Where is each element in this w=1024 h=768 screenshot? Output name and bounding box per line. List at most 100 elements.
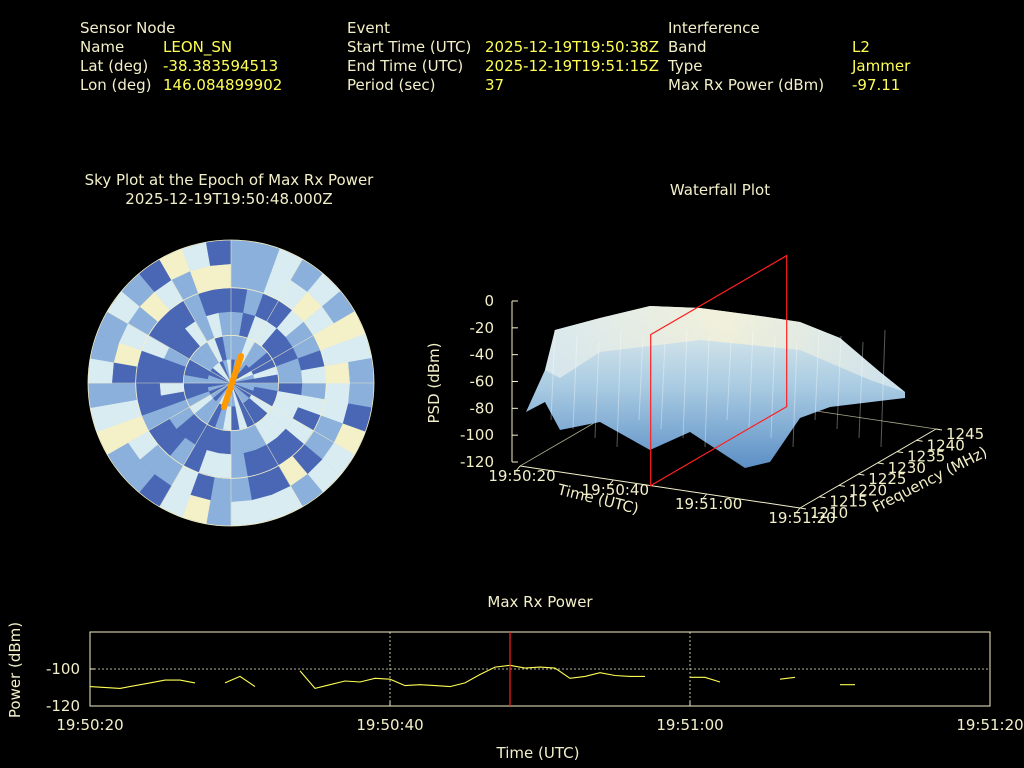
waterfall-title: Waterfall Plot [669, 181, 771, 199]
waterfall-y-tick [799, 507, 807, 510]
interference-heading: Interference [668, 19, 760, 37]
waterfall-x-tick [515, 465, 521, 472]
skyplot-track-line [221, 353, 244, 410]
waterfall-x-tick [795, 507, 801, 514]
interference-band-value: L2 [852, 38, 870, 56]
waterfall-surface-top [545, 306, 905, 392]
waterfall-z-tick-label: -40 [470, 346, 495, 364]
power-series-segment [89, 679, 196, 689]
power-series-segment [690, 676, 721, 683]
skyplot-azimuth-line [230, 311, 355, 384]
power-series-segment [224, 675, 256, 688]
event-start-value: 2025-12-19T19:50:38Z [485, 38, 659, 56]
waterfall-z-tick-label: -120 [460, 453, 494, 471]
skyplot-cell [230, 240, 257, 266]
skyplot-cell [348, 382, 374, 409]
waterfall-surface-ridge [858, 341, 864, 439]
waterfall-y-tick [858, 473, 865, 476]
waterfall-y-tick [819, 496, 826, 499]
power-series-segment [299, 664, 645, 690]
event-start-label: Start Time (UTC) [347, 38, 472, 56]
skyplot-grid [87, 239, 375, 527]
waterfall-y-tick [935, 428, 943, 431]
interference-maxpower-value: -97.11 [852, 76, 901, 94]
power-title: Max Rx Power [487, 593, 593, 611]
waterfall-y-tick-label: 1240 [927, 436, 965, 454]
waterfall-x-tick-label: 19:50:20 [488, 467, 555, 485]
waterfall-x-tick [608, 479, 614, 486]
skyplot-azimuth-line [107, 311, 232, 384]
power-x-tick-label: 19:51:00 [656, 716, 723, 734]
skyplot-cell [230, 500, 257, 526]
power-grid [90, 632, 990, 706]
waterfall-y-tick-label: 1235 [907, 448, 945, 466]
waterfall-surface-ridge [682, 329, 688, 439]
power-chart: 19:50:20 19:50:40 19:51:00 19:51:20 -100 -120… [6, 622, 1024, 762]
skyplot-azimuth-line [230, 382, 303, 507]
power-series-segment [779, 676, 796, 680]
waterfall-surface-ridge [550, 329, 556, 421]
waterfall-surface-ridge [572, 335, 578, 430]
waterfall-surface-ridge [792, 341, 798, 448]
interference-type-value: Jammer [852, 57, 911, 75]
power-y-tick-label: -100 [46, 660, 80, 678]
waterfall-y-tick-label: 1230 [888, 459, 926, 477]
event-heading: Event [347, 19, 390, 37]
waterfall-y-tick [916, 439, 923, 442]
sensor-lat-label: Lat (deg) [80, 57, 149, 75]
waterfall-surface-ridge [616, 329, 622, 448]
power-x-tick-label: 19:50:20 [56, 716, 123, 734]
waterfall-z-tick-label: 0 [484, 292, 494, 310]
waterfall-x-tick-label: 19:50:40 [582, 481, 649, 499]
waterfall-epoch-plane [650, 254, 788, 487]
waterfall-surface-ridge [814, 329, 820, 421]
skyplot-azimuth-line [159, 382, 232, 507]
waterfall-surface-ridge [638, 335, 644, 421]
waterfall-z-tick-label: -80 [470, 399, 495, 417]
waterfall-z-tick-label: -20 [470, 319, 495, 337]
waterfall-surface-ridge [880, 329, 886, 448]
skyplot-jammer-track [221, 353, 244, 410]
waterfall-z-tick-label: -100 [460, 426, 494, 444]
waterfall-x-tick-label: 19:51:20 [768, 509, 835, 527]
sensor-lon-value: 146.084899902 [163, 76, 283, 94]
event-end-label: End Time (UTC) [347, 57, 464, 75]
skyplot-azimuth-line [230, 259, 303, 384]
waterfall-y-tick [838, 484, 845, 487]
skyplot-azimuth-line [107, 382, 232, 455]
waterfall-surface-ridge [726, 341, 732, 421]
power-xlabel: Time (UTC) [496, 744, 580, 762]
power-x-tick-label: 19:50:40 [356, 716, 423, 734]
sensor-heading: Sensor Node [80, 19, 176, 37]
interference-band-label: Band [668, 38, 707, 56]
waterfall-x-tick-label: 19:51:00 [675, 495, 742, 513]
event-period-label: Period (sec) [347, 76, 436, 94]
waterfall-z-tick-label: -60 [470, 373, 495, 391]
waterfall-surface-ridge [660, 341, 666, 430]
sensor-lat-value: -38.383594513 [163, 57, 279, 75]
waterfall-zlabel: PSD (dBm) [425, 342, 443, 423]
skyplot-subtitle: 2025-12-19T19:50:48.000Z [125, 190, 333, 208]
waterfall-y-tick-label: 1220 [849, 481, 887, 499]
event-period-value: 37 [485, 76, 505, 94]
waterfall-time-axis [519, 465, 801, 509]
waterfall-y-tick [897, 451, 904, 454]
waterfall-y-tick [877, 462, 884, 465]
interference-type-label: Type [668, 57, 703, 75]
power-x-tick-label: 19:51:20 [956, 716, 1023, 734]
skyplot [87, 239, 375, 527]
power-y-tick-label: -120 [46, 697, 80, 715]
skyplot-cell [88, 382, 114, 409]
waterfall-y-tick-label: 1215 [829, 493, 867, 511]
waterfall-surface [526, 306, 905, 468]
skyplot-title: Sky Plot at the Epoch of Max Rx Power [84, 171, 374, 189]
waterfall-epoch-marker [650, 254, 788, 487]
sensor-name-label: Name [80, 38, 125, 56]
skyplot-cell [88, 357, 114, 384]
power-ticks: 19:50:20 19:50:40 19:51:00 19:51:20 -100 -120 [46, 660, 1024, 734]
waterfall-y-tick-label: 1210 [810, 504, 848, 522]
power-ylabel: Power (dBm) [6, 622, 24, 718]
skyplot-cell [205, 240, 232, 266]
